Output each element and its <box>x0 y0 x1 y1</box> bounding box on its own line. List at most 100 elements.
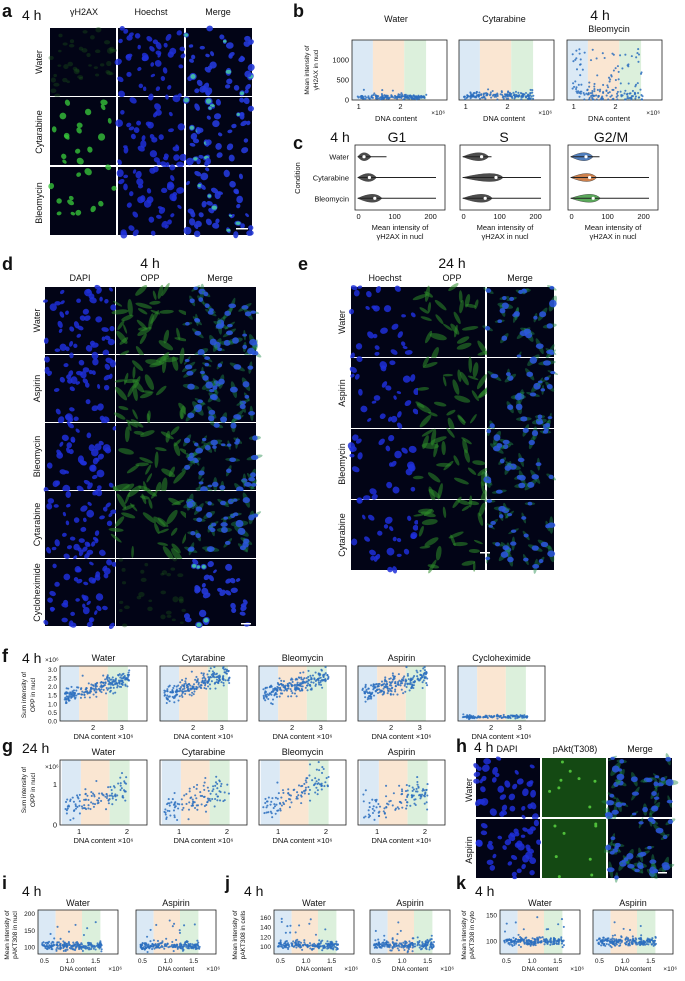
nucleus-mark <box>75 209 82 216</box>
data-point <box>330 945 333 948</box>
cell-mark <box>422 356 430 368</box>
panel-e-row-label: Cytarabine <box>337 513 347 557</box>
data-point <box>299 682 302 685</box>
data-point <box>373 943 376 946</box>
data-point <box>462 713 465 716</box>
data-point <box>489 91 492 94</box>
data-point <box>501 96 504 99</box>
nucleus-mark <box>229 386 238 393</box>
nucleus-mark <box>140 140 147 148</box>
nucleus-mark <box>507 404 514 411</box>
nucleus-mark <box>390 349 398 355</box>
y-tick-label: 1000 <box>332 56 349 65</box>
data-point <box>98 941 102 944</box>
y-tick-label: 0.5 <box>48 710 57 717</box>
data-point <box>209 667 212 670</box>
data-point <box>215 678 219 681</box>
data-point <box>197 941 200 944</box>
phase-band <box>477 666 506 721</box>
panel-d-col-3: Merge <box>207 273 233 283</box>
data-point <box>175 691 178 694</box>
data-point <box>298 944 301 947</box>
x-tick-label: 1.5 <box>423 958 432 965</box>
data-point <box>199 791 202 794</box>
nucleus-mark <box>95 593 104 601</box>
violin-median <box>373 196 377 200</box>
cell-mark <box>428 411 438 417</box>
nucleus-mark <box>527 501 533 506</box>
data-point <box>465 97 468 100</box>
cell-mark <box>114 386 128 401</box>
data-point <box>593 88 596 91</box>
nucleus-mark <box>606 867 615 873</box>
data-point <box>372 805 375 808</box>
data-point <box>640 98 643 101</box>
x-tick-label: 0.5 <box>40 958 49 965</box>
nucleus-mark <box>542 360 551 366</box>
cell-mark <box>139 457 153 464</box>
data-point <box>324 781 327 784</box>
nucleus-mark <box>242 381 250 388</box>
nucleus-mark <box>73 416 79 422</box>
data-point <box>227 677 230 680</box>
data-point <box>293 683 297 686</box>
nucleus-mark <box>220 522 228 527</box>
data-point <box>302 671 305 674</box>
nucleus-mark <box>611 765 620 773</box>
nucleus-mark <box>77 325 84 331</box>
data-point <box>296 684 299 687</box>
y-tick-label: 2.5 <box>48 676 57 683</box>
data-point <box>279 692 282 695</box>
data-point <box>381 693 384 696</box>
cell-mark <box>442 506 447 518</box>
data-point <box>45 947 48 950</box>
data-point <box>514 715 517 718</box>
data-point <box>330 947 333 950</box>
data-point <box>74 945 77 948</box>
data-point <box>78 692 81 695</box>
nucleus-mark <box>62 484 71 493</box>
data-point <box>264 699 267 702</box>
cell-mark <box>467 375 479 381</box>
nucleus-mark <box>199 45 205 50</box>
nucleus-mark <box>167 84 172 90</box>
cell-mark <box>127 298 133 317</box>
panel-label-c: c <box>293 133 303 153</box>
data-point <box>378 805 382 808</box>
data-point <box>488 94 492 97</box>
data-point <box>614 86 617 89</box>
nucleus-mark <box>193 157 198 161</box>
data-point <box>119 788 122 792</box>
data-point <box>536 916 539 919</box>
nucleus-mark <box>150 73 156 78</box>
data-point <box>151 945 155 948</box>
micrograph-tile <box>183 25 255 97</box>
data-point <box>394 688 397 691</box>
data-point <box>484 92 487 95</box>
data-point <box>321 679 324 682</box>
data-point <box>290 683 293 686</box>
data-point <box>192 693 195 696</box>
nucleus-mark <box>208 409 216 415</box>
nucleus-mark <box>216 152 223 158</box>
data-point <box>391 674 395 677</box>
y-tick-label: 0 <box>53 821 57 830</box>
cell-mark <box>435 314 444 325</box>
nucleus-mark <box>138 591 145 598</box>
data-point <box>216 787 219 790</box>
data-point <box>212 785 215 788</box>
nucleus-mark <box>84 315 91 321</box>
nucleus-mark <box>486 499 493 503</box>
nucleus-mark <box>211 205 218 210</box>
data-point <box>504 716 507 719</box>
nucleus-mark <box>393 395 397 400</box>
cell-mark <box>111 309 129 315</box>
data-point <box>80 947 83 951</box>
nucleus-mark <box>144 562 149 567</box>
data-point <box>385 784 388 787</box>
scale-bar <box>480 552 490 554</box>
data-point <box>402 941 405 944</box>
data-point <box>603 56 606 60</box>
data-point <box>301 944 304 947</box>
data-point <box>181 688 184 691</box>
